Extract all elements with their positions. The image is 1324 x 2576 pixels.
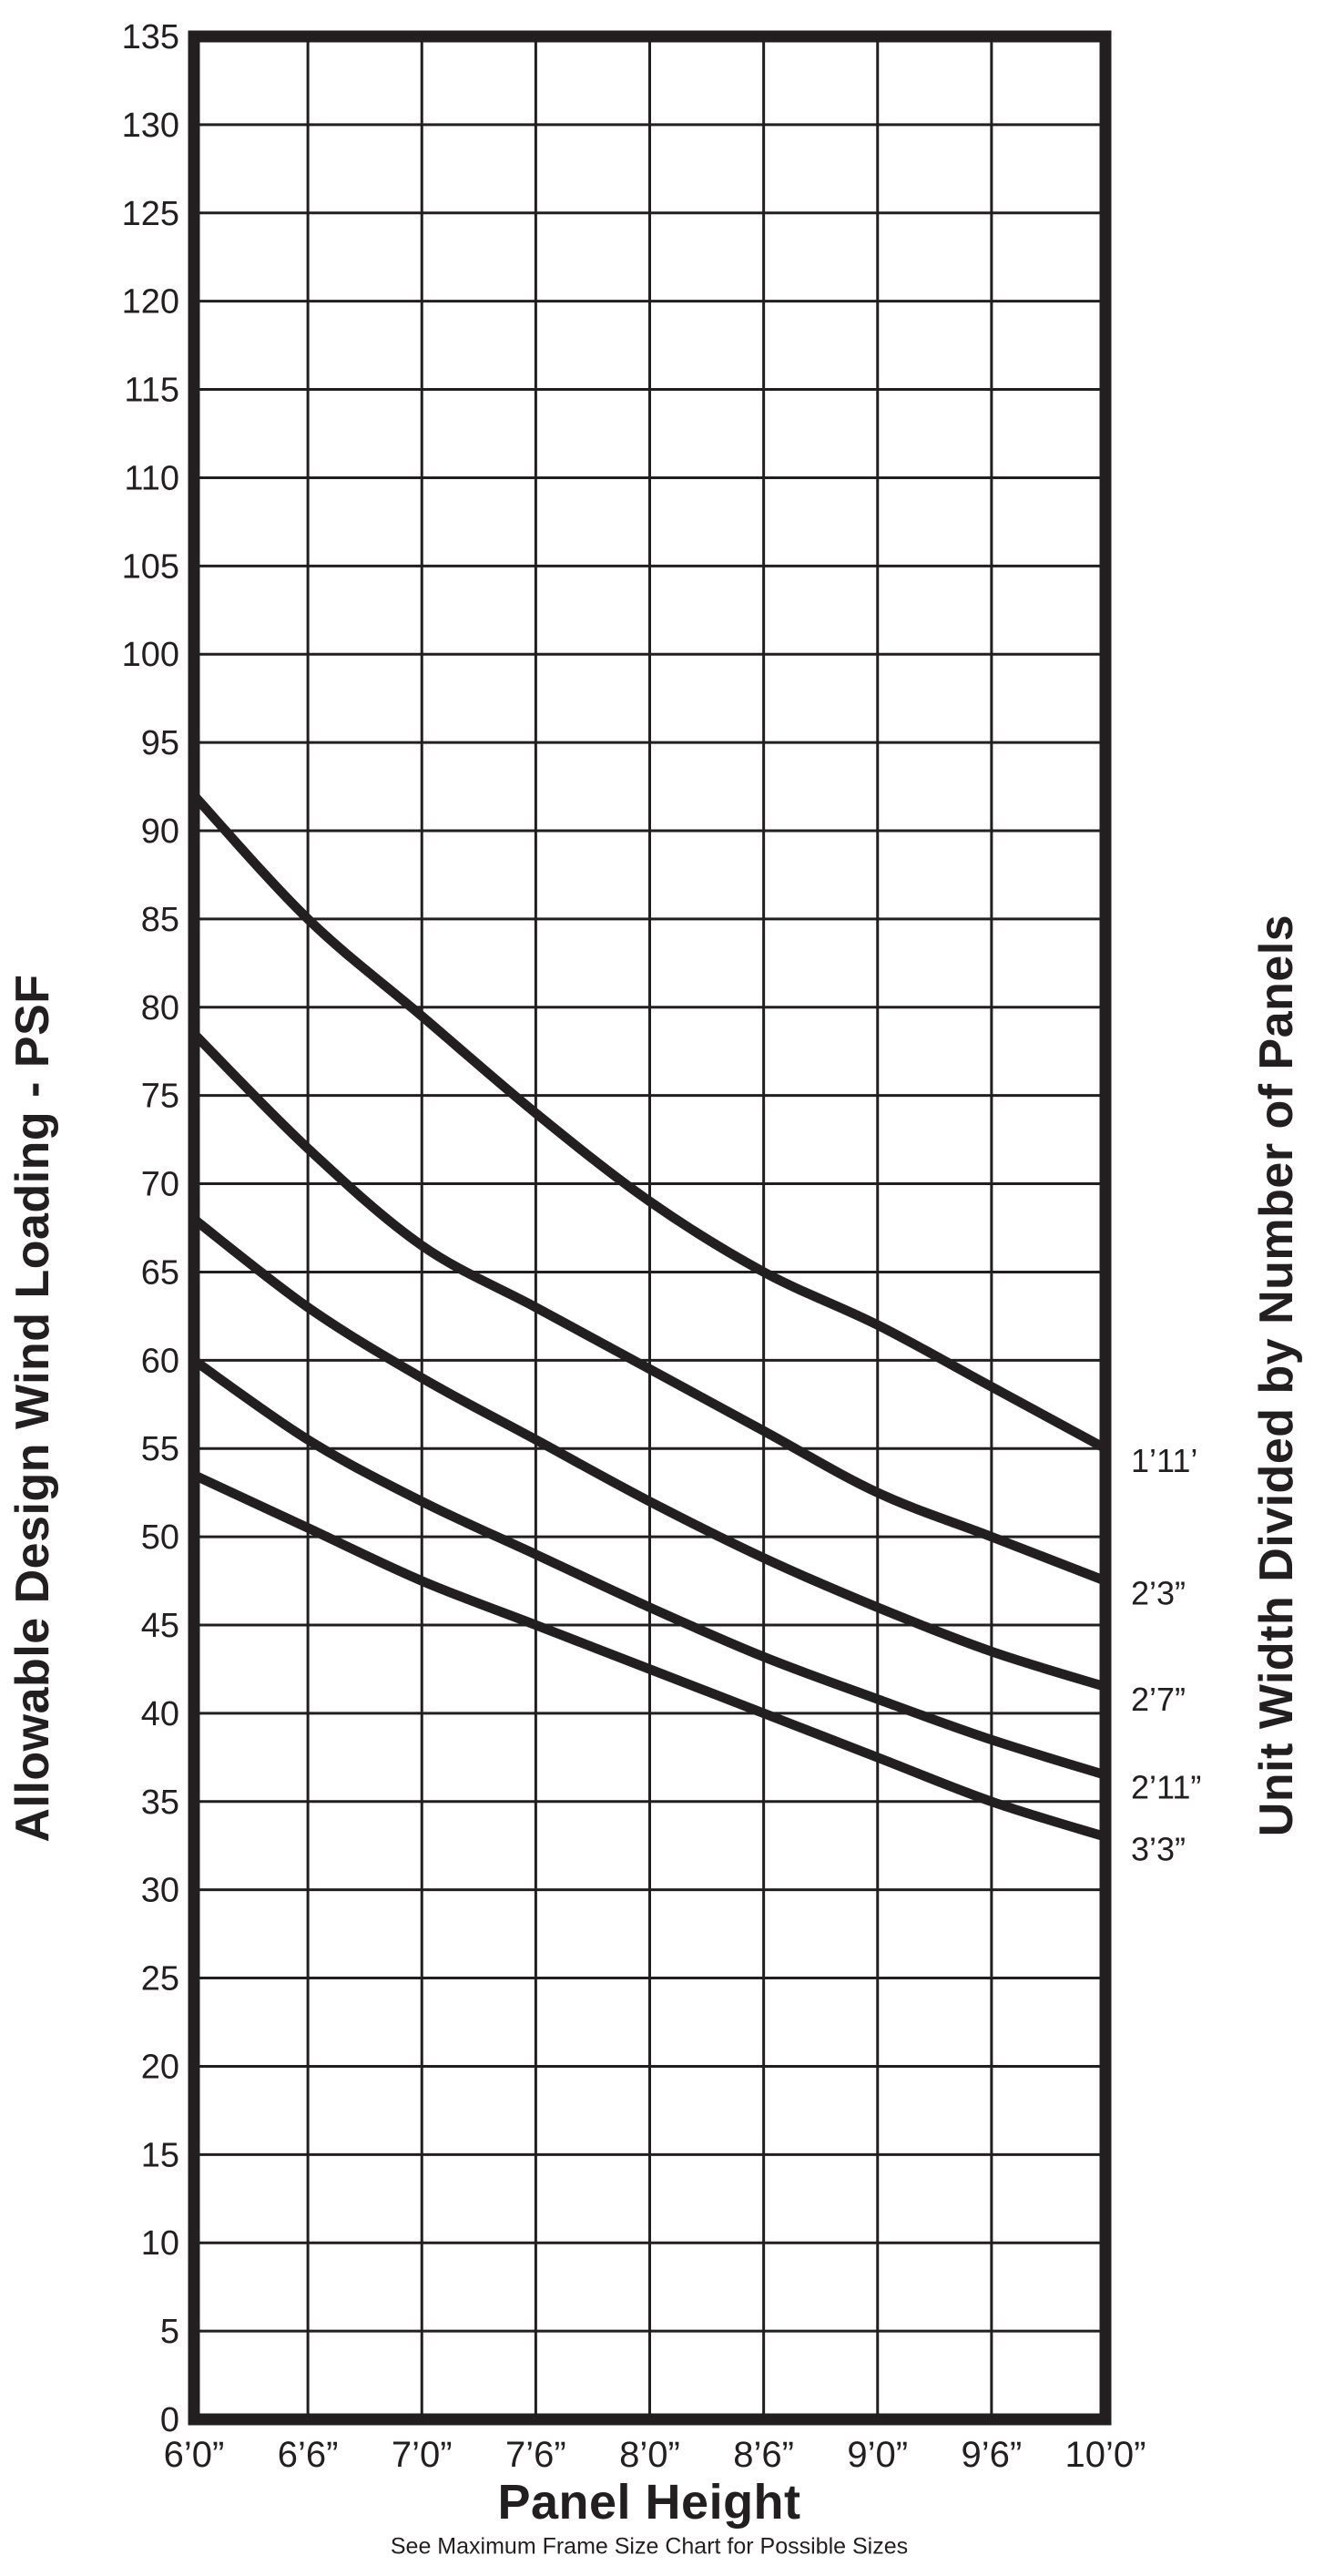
x-axis-subtitle: See Maximum Frame Size Chart for Possibl… <box>390 2533 909 2560</box>
plot-border <box>188 30 1112 2426</box>
y-tick-label-135: 135 <box>122 18 179 56</box>
curve-label-2-3: 2’3” <box>1131 1575 1186 1612</box>
y-tick-label-65: 65 <box>141 1253 179 1292</box>
x-tick-label-6-0: 6’0” <box>164 2435 225 2475</box>
y-tick-label-125: 125 <box>122 195 179 233</box>
y-tick-label-10: 10 <box>141 2224 179 2263</box>
y-tick-label-80: 80 <box>141 989 179 1027</box>
curve-2-3 <box>190 1030 1107 1586</box>
y-tick-label-60: 60 <box>141 1342 179 1380</box>
right-axis-title: Unit Width Divided by Number of Panels <box>1250 914 1303 1837</box>
x-tick-label-7-6: 7’6” <box>505 2435 566 2475</box>
y-tick-label-25: 25 <box>141 1960 179 1998</box>
curve-label-3-3: 3’3” <box>1131 1831 1186 1868</box>
x-tick-label-8-0: 8’0” <box>619 2435 680 2475</box>
y-tick-label-90: 90 <box>141 813 179 851</box>
y-tick-label-0: 0 <box>160 2401 179 2439</box>
curve-2-7 <box>190 1215 1107 1692</box>
y-tick-label-120: 120 <box>122 283 179 322</box>
y-tick-label-110: 110 <box>124 459 179 497</box>
curve-2-11 <box>190 1356 1107 1780</box>
y-tick-label-20: 20 <box>141 2048 179 2086</box>
y-tick-label-70: 70 <box>141 1166 179 1204</box>
y-tick-label-45: 45 <box>141 1607 179 1645</box>
y-tick-label-95: 95 <box>141 724 179 762</box>
y-tick-label-115: 115 <box>124 372 179 410</box>
y-tick-label-15: 15 <box>141 2136 179 2174</box>
y-axis-title: Allowable Design Wind Loading - PSF <box>6 974 59 1843</box>
x-tick-label-8-6: 8’6” <box>733 2435 794 2475</box>
x-tick-label-6-6: 6’6” <box>278 2435 339 2475</box>
curve-label-2-11: 2’11” <box>1131 1769 1201 1806</box>
curve-label-2-7: 2’7” <box>1131 1681 1186 1718</box>
x-tick-label-9-6: 9’6” <box>962 2435 1023 2475</box>
y-tick-label-100: 100 <box>122 636 179 674</box>
x-axis-title: Panel Height <box>497 2475 801 2530</box>
y-tick-label-130: 130 <box>122 107 179 145</box>
x-tick-label-10-0: 10’0” <box>1065 2435 1146 2475</box>
y-tick-label-40: 40 <box>141 1695 179 1733</box>
y-tick-label-50: 50 <box>141 1518 179 1557</box>
y-tick-label-35: 35 <box>141 1784 179 1822</box>
curve-label-1-11: 1’11’ <box>1131 1442 1197 1479</box>
y-tick-label-5: 5 <box>160 2313 179 2351</box>
curve-3-3 <box>191 1470 1107 1842</box>
x-tick-label-7-0: 7’0” <box>392 2435 453 2475</box>
y-tick-label-85: 85 <box>141 901 179 939</box>
y-tick-label-75: 75 <box>141 1078 179 1116</box>
curve-1-11 <box>190 792 1108 1453</box>
y-tick-label-55: 55 <box>141 1430 179 1468</box>
y-tick-label-30: 30 <box>141 1872 179 1910</box>
x-tick-label-9-0: 9’0” <box>847 2435 908 2475</box>
y-tick-label-105: 105 <box>122 547 179 586</box>
